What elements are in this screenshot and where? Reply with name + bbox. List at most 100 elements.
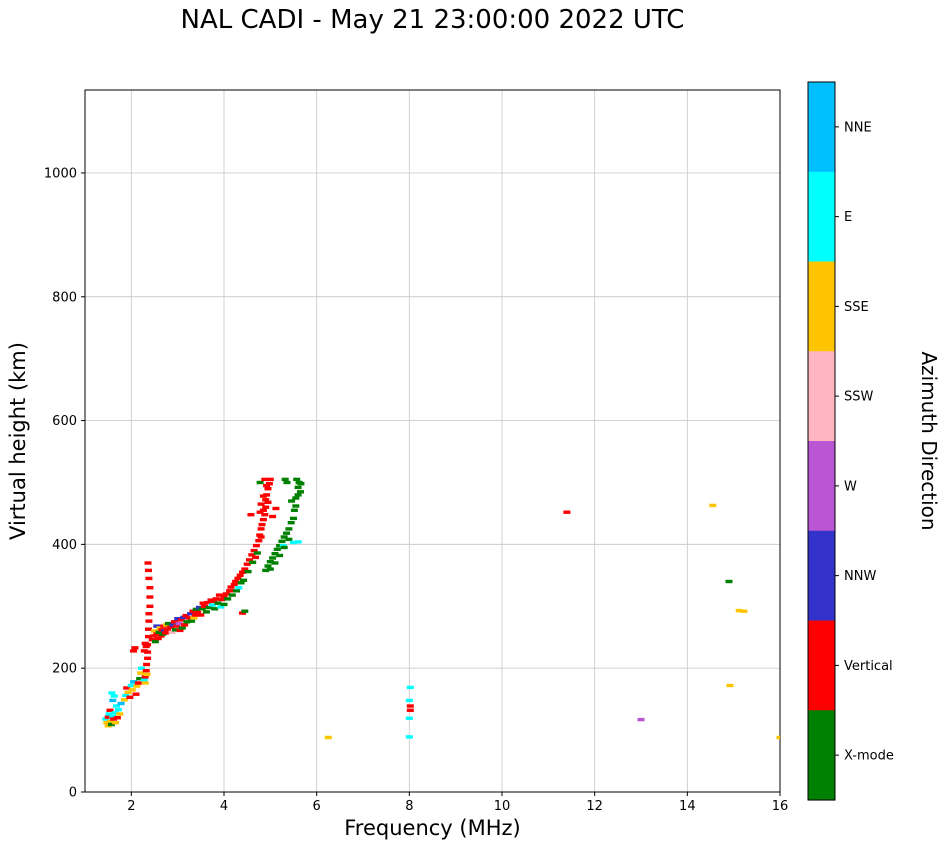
scatter-points: [102, 477, 780, 740]
data-point: [290, 540, 297, 545]
data-point: [257, 502, 265, 506]
data-point: [122, 693, 130, 698]
data-point: [173, 624, 181, 628]
data-point: [151, 639, 159, 644]
x-axis-label: Frequency (MHz): [344, 816, 521, 840]
data-point: [130, 680, 138, 684]
data-point: [637, 717, 645, 722]
data-point: [189, 609, 197, 613]
data-point: [117, 701, 125, 706]
data-point: [155, 630, 163, 634]
colorbar-tick-label: Vertical: [844, 659, 893, 674]
data-point: [324, 735, 332, 740]
data-point: [109, 698, 117, 703]
data-point: [192, 607, 200, 612]
data-point: [256, 480, 264, 485]
colorbar-tick-label: W: [844, 479, 857, 494]
data-point: [183, 620, 191, 624]
data-point: [104, 715, 112, 719]
x-tick-label: 12: [586, 799, 603, 814]
data-point: [123, 686, 131, 690]
data-point: [190, 616, 198, 620]
data-point: [178, 626, 186, 630]
data-point: [137, 671, 145, 675]
data-point: [211, 607, 219, 611]
data-point: [262, 498, 270, 502]
data-point: [145, 568, 152, 573]
data-point: [740, 609, 748, 613]
data-point: [290, 516, 297, 521]
data-point: [194, 610, 202, 615]
data-point: [249, 560, 257, 564]
data-point: [185, 616, 193, 620]
x-tick-label: 14: [679, 799, 696, 814]
data-point: [266, 560, 274, 564]
data-point: [406, 685, 414, 690]
data-point: [174, 617, 182, 621]
data-point: [237, 581, 245, 585]
data-point: [164, 628, 171, 632]
data-point: [162, 631, 170, 635]
data-point: [278, 539, 286, 543]
data-point: [146, 586, 154, 590]
data-point: [142, 644, 150, 649]
data-point: [246, 558, 253, 562]
data-point: [266, 567, 274, 571]
data-point: [144, 643, 152, 647]
data-point: [255, 539, 263, 543]
x-tick-label: 10: [494, 799, 511, 814]
data-point: [405, 716, 413, 720]
data-point: [276, 553, 284, 558]
data-point: [261, 477, 269, 482]
data-point: [240, 578, 247, 582]
data-point: [269, 556, 277, 560]
data-point: [145, 612, 153, 616]
data-point: [151, 629, 158, 633]
data-point: [292, 504, 300, 508]
data-point: [287, 521, 295, 525]
data-point: [230, 582, 238, 587]
colorbar-tick-label: NNE: [844, 120, 872, 135]
data-point: [258, 522, 266, 527]
colorbar-segment-SSE: [808, 261, 835, 352]
data-point: [226, 589, 234, 593]
data-point: [294, 493, 302, 497]
x-tick-label: 6: [313, 799, 321, 814]
colorbar-tick-label: SSE: [844, 300, 869, 315]
data-point: [111, 711, 119, 715]
tick-labels: 2 4 6 8 10 12 14 16 0 200 400 600 800 1000: [44, 166, 788, 814]
data-point: [262, 505, 270, 509]
data-point: [217, 605, 225, 609]
data-point: [114, 708, 122, 712]
data-point: [243, 562, 251, 566]
chart-title: NAL CADI - May 21 23:00:00 2022 UTC: [180, 5, 685, 35]
data-point: [110, 717, 118, 721]
data-point: [113, 704, 120, 708]
data-point: [124, 690, 132, 694]
data-point: [140, 678, 148, 682]
data-point: [197, 613, 205, 617]
data-point: [735, 608, 743, 613]
data-point: [145, 576, 153, 581]
data-point: [276, 543, 284, 548]
data-point: [153, 624, 161, 628]
data-point: [187, 612, 195, 616]
data-point: [266, 477, 274, 482]
data-point: [142, 669, 150, 673]
data-point: [103, 721, 111, 725]
data-point: [259, 508, 267, 512]
y-tick-label: 800: [52, 290, 77, 305]
data-point: [110, 694, 118, 698]
data-point: [102, 717, 110, 721]
colorbar-border: [807, 81, 836, 801]
data-point: [145, 619, 153, 623]
data-point: [181, 623, 189, 627]
data-point: [143, 672, 151, 677]
data-point: [141, 681, 149, 685]
data-point: [157, 634, 165, 638]
data-point: [154, 636, 162, 641]
data-point: [262, 568, 270, 573]
colorbar-segment-W: [808, 441, 835, 532]
